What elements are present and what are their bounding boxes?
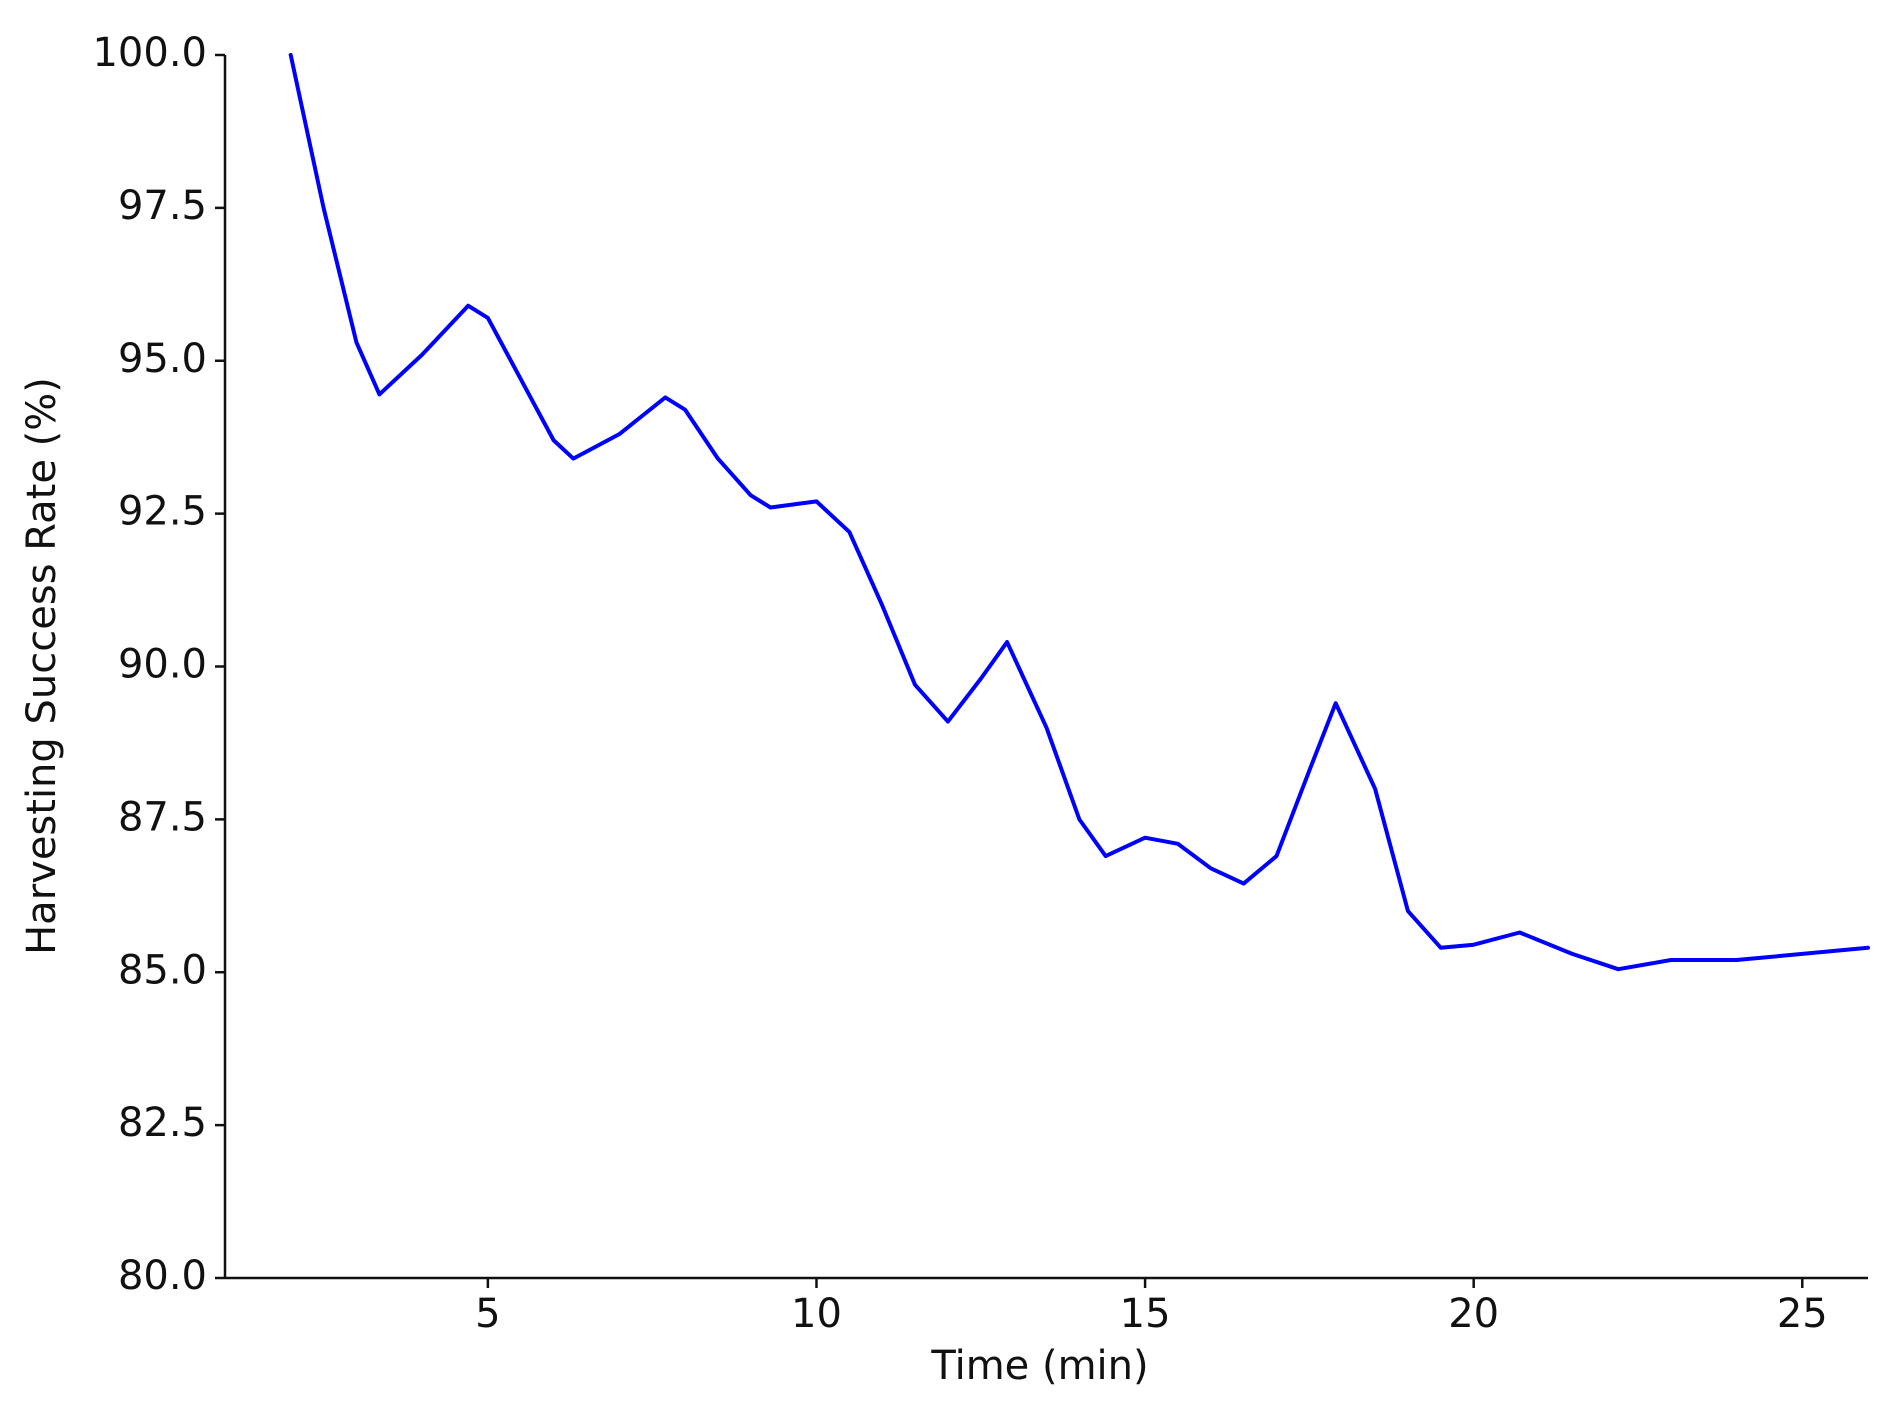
y-tick-label: 100.0 (92, 30, 207, 76)
y-axis-label: Harvesting Success Rate (%) (19, 377, 65, 955)
y-tick-label: 82.5 (118, 1100, 207, 1146)
y-tick-label: 85.0 (118, 947, 207, 993)
y-tick-label: 90.0 (118, 642, 207, 688)
y-tick-label: 95.0 (118, 336, 207, 382)
x-tick-label: 25 (1777, 1291, 1828, 1337)
y-tick-label: 97.5 (118, 183, 207, 229)
x-tick-label: 15 (1120, 1291, 1171, 1337)
x-tick-label: 5 (475, 1291, 500, 1337)
data-line (288, 53, 1870, 972)
x-tick-label: 10 (791, 1291, 842, 1337)
y-tick-label: 92.5 (118, 489, 207, 535)
y-tick-label: 80.0 (118, 1253, 207, 1299)
y-tick-label: 87.5 (118, 794, 207, 840)
x-axis-label: Time (min) (930, 1343, 1148, 1389)
x-tick-label: 20 (1448, 1291, 1499, 1337)
